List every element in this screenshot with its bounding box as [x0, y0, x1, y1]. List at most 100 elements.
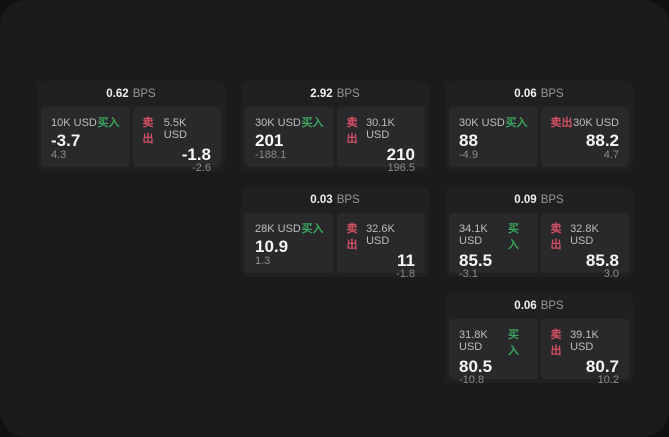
quote-panels: 34.1K USD 买入 85.5 -3.1 卖出 32.8K USD 85.8… [449, 213, 629, 280]
buy-panel-top: 28K USD 买入 [255, 220, 324, 236]
buy-notional: 10K USD [51, 117, 97, 129]
buy-price: 88 [459, 130, 478, 150]
bps-value: 2.92 [310, 88, 333, 100]
bps-unit-label: BPS [132, 88, 156, 100]
sell-price: 85.8 [585, 251, 619, 270]
sell-delta: -1.8 [396, 268, 415, 280]
quote-panels: 30K USD 买入 88 -4.9 卖出 30K USD 88.2 4.7 [449, 107, 629, 167]
sell-side-tag: 卖出 [142, 117, 154, 145]
buy-panel[interactable]: 30K USD 买入 201 -188.1 [245, 107, 334, 167]
buy-panel[interactable]: 10K USD 买入 -3.7 4.3 [41, 107, 130, 167]
buy-price: -3.7 [51, 130, 81, 150]
quote-panels: 31.8K USD 买入 80.5 -10.8 卖出 39.1K USD 80.… [449, 319, 629, 386]
sell-panel[interactable]: 卖出 5.5K USD -1.8 -2.6 [132, 107, 221, 174]
buy-delta: -4.9 [459, 149, 478, 161]
buy-side-tag: 买入 [97, 117, 120, 129]
sell-panel[interactable]: 卖出 30K USD 88.2 4.7 [540, 107, 629, 167]
sell-panel-top: 卖出 39.1K USD [551, 326, 620, 358]
spread-card: 0.03 BPS 28K USD 买入 10.9 1.3 卖出 32.6K US… [241, 187, 429, 280]
sell-price: 210 [386, 145, 415, 164]
sell-delta: -2.6 [192, 162, 211, 174]
quote-panels: 30K USD 买入 201 -188.1 卖出 30.1K USD 210 1… [245, 107, 425, 174]
buy-delta: -3.1 [459, 268, 478, 280]
card-header: 0.03 BPS [245, 187, 425, 213]
sell-price: 88.2 [585, 130, 619, 150]
sell-panel-top: 卖出 30.1K USD [347, 114, 416, 146]
sell-delta: 3.0 [603, 268, 619, 280]
buy-side-tag: 买入 [507, 223, 519, 251]
sell-notional: 30K USD [573, 117, 619, 129]
card-header: 0.06 BPS [449, 81, 629, 107]
sell-side-tag: 卖出 [346, 117, 358, 145]
buy-side-tag: 买入 [301, 223, 324, 235]
buy-panel[interactable]: 28K USD 买入 10.9 1.3 [245, 213, 334, 273]
buy-panel[interactable]: 34.1K USD 买入 85.5 -3.1 [449, 213, 538, 280]
buy-side-tag: 买入 [507, 329, 519, 357]
sell-price: 80.7 [585, 357, 619, 376]
sell-side-tag: 卖出 [550, 117, 573, 129]
buy-panel-top: 31.8K USD 买入 [459, 326, 528, 358]
sell-price: 11 [397, 251, 415, 270]
bps-value: 0.06 [514, 88, 537, 100]
buy-notional: 30K USD [459, 117, 505, 129]
sell-side-tag: 卖出 [550, 223, 562, 251]
card-header: 0.09 BPS [449, 187, 629, 213]
sell-panel[interactable]: 卖出 39.1K USD 80.7 10.2 [540, 319, 629, 386]
spread-card: 2.92 BPS 30K USD 买入 201 -188.1 卖出 30.1K … [241, 81, 429, 174]
buy-notional: 30K USD [255, 117, 301, 129]
sell-notional: 32.6K USD [366, 223, 395, 247]
bps-value: 0.09 [514, 194, 537, 206]
bps-value: 0.06 [514, 300, 537, 312]
quote-panels: 28K USD 买入 10.9 1.3 卖出 32.6K USD 11 -1.8 [245, 213, 425, 280]
buy-price: 201 [255, 130, 284, 150]
sell-panel-top: 卖出 5.5K USD [143, 114, 212, 146]
buy-side-tag: 买入 [505, 117, 528, 129]
buy-notional: 28K USD [255, 223, 301, 235]
bps-value: 0.62 [106, 88, 129, 100]
buy-panel-top: 30K USD 买入 [459, 114, 528, 130]
spread-card: 0.09 BPS 34.1K USD 买入 85.5 -3.1 卖出 32.8K… [445, 187, 633, 280]
sell-panel-top: 卖出 32.8K USD [551, 220, 620, 252]
buy-price: 85.5 [459, 251, 493, 270]
buy-notional: 31.8K USD [459, 329, 488, 353]
buy-delta: -10.8 [459, 374, 485, 386]
buy-delta: 4.3 [51, 149, 67, 161]
buy-panel[interactable]: 30K USD 买入 88 -4.9 [449, 107, 538, 167]
buy-panel-top: 10K USD 买入 [51, 114, 120, 130]
spread-card: 0.06 BPS 31.8K USD 买入 80.5 -10.8 卖出 39.1… [445, 293, 633, 386]
buy-delta: -188.1 [255, 149, 287, 161]
sell-notional: 32.8K USD [570, 223, 599, 247]
sell-delta: 10.2 [597, 374, 619, 386]
quote-panels: 10K USD 买入 -3.7 4.3 卖出 5.5K USD -1.8 -2.… [41, 107, 221, 174]
bps-unit-label: BPS [540, 88, 564, 100]
bps-value: 0.03 [310, 194, 333, 206]
bps-unit-label: BPS [540, 194, 564, 206]
sell-side-tag: 卖出 [550, 329, 562, 357]
sell-panel[interactable]: 卖出 30.1K USD 210 196.5 [336, 107, 425, 174]
buy-panel-top: 30K USD 买入 [255, 114, 324, 130]
sell-panel-top: 卖出 30K USD [551, 114, 620, 130]
sell-side-tag: 卖出 [346, 223, 358, 251]
bps-unit-label: BPS [336, 194, 360, 206]
sell-delta: 196.5 [387, 162, 415, 174]
buy-side-tag: 买入 [301, 117, 324, 129]
bps-unit-label: BPS [336, 88, 360, 100]
sell-panel[interactable]: 卖出 32.6K USD 11 -1.8 [336, 213, 425, 280]
sell-notional: 5.5K USD [163, 117, 187, 141]
card-header: 0.06 BPS [449, 293, 629, 319]
buy-delta: 1.3 [255, 255, 271, 267]
sell-panel[interactable]: 卖出 32.8K USD 85.8 3.0 [540, 213, 629, 280]
sell-price: -1.8 [181, 145, 211, 164]
spread-card: 0.62 BPS 10K USD 买入 -3.7 4.3 卖出 5.5K USD… [37, 81, 225, 174]
buy-price: 80.5 [459, 357, 493, 376]
sell-panel-top: 卖出 32.6K USD [347, 220, 416, 252]
sell-notional: 39.1K USD [570, 329, 599, 353]
buy-panel[interactable]: 31.8K USD 买入 80.5 -10.8 [449, 319, 538, 386]
sell-notional: 30.1K USD [366, 117, 395, 141]
sell-delta: 4.7 [603, 149, 619, 161]
bps-unit-label: BPS [540, 300, 564, 312]
buy-panel-top: 34.1K USD 买入 [459, 220, 528, 252]
buy-price: 10.9 [255, 236, 289, 256]
spread-card: 0.06 BPS 30K USD 买入 88 -4.9 卖出 30K USD 8… [445, 81, 633, 171]
cards-grid: 0.62 BPS 10K USD 买入 -3.7 4.3 卖出 5.5K USD… [37, 81, 633, 386]
